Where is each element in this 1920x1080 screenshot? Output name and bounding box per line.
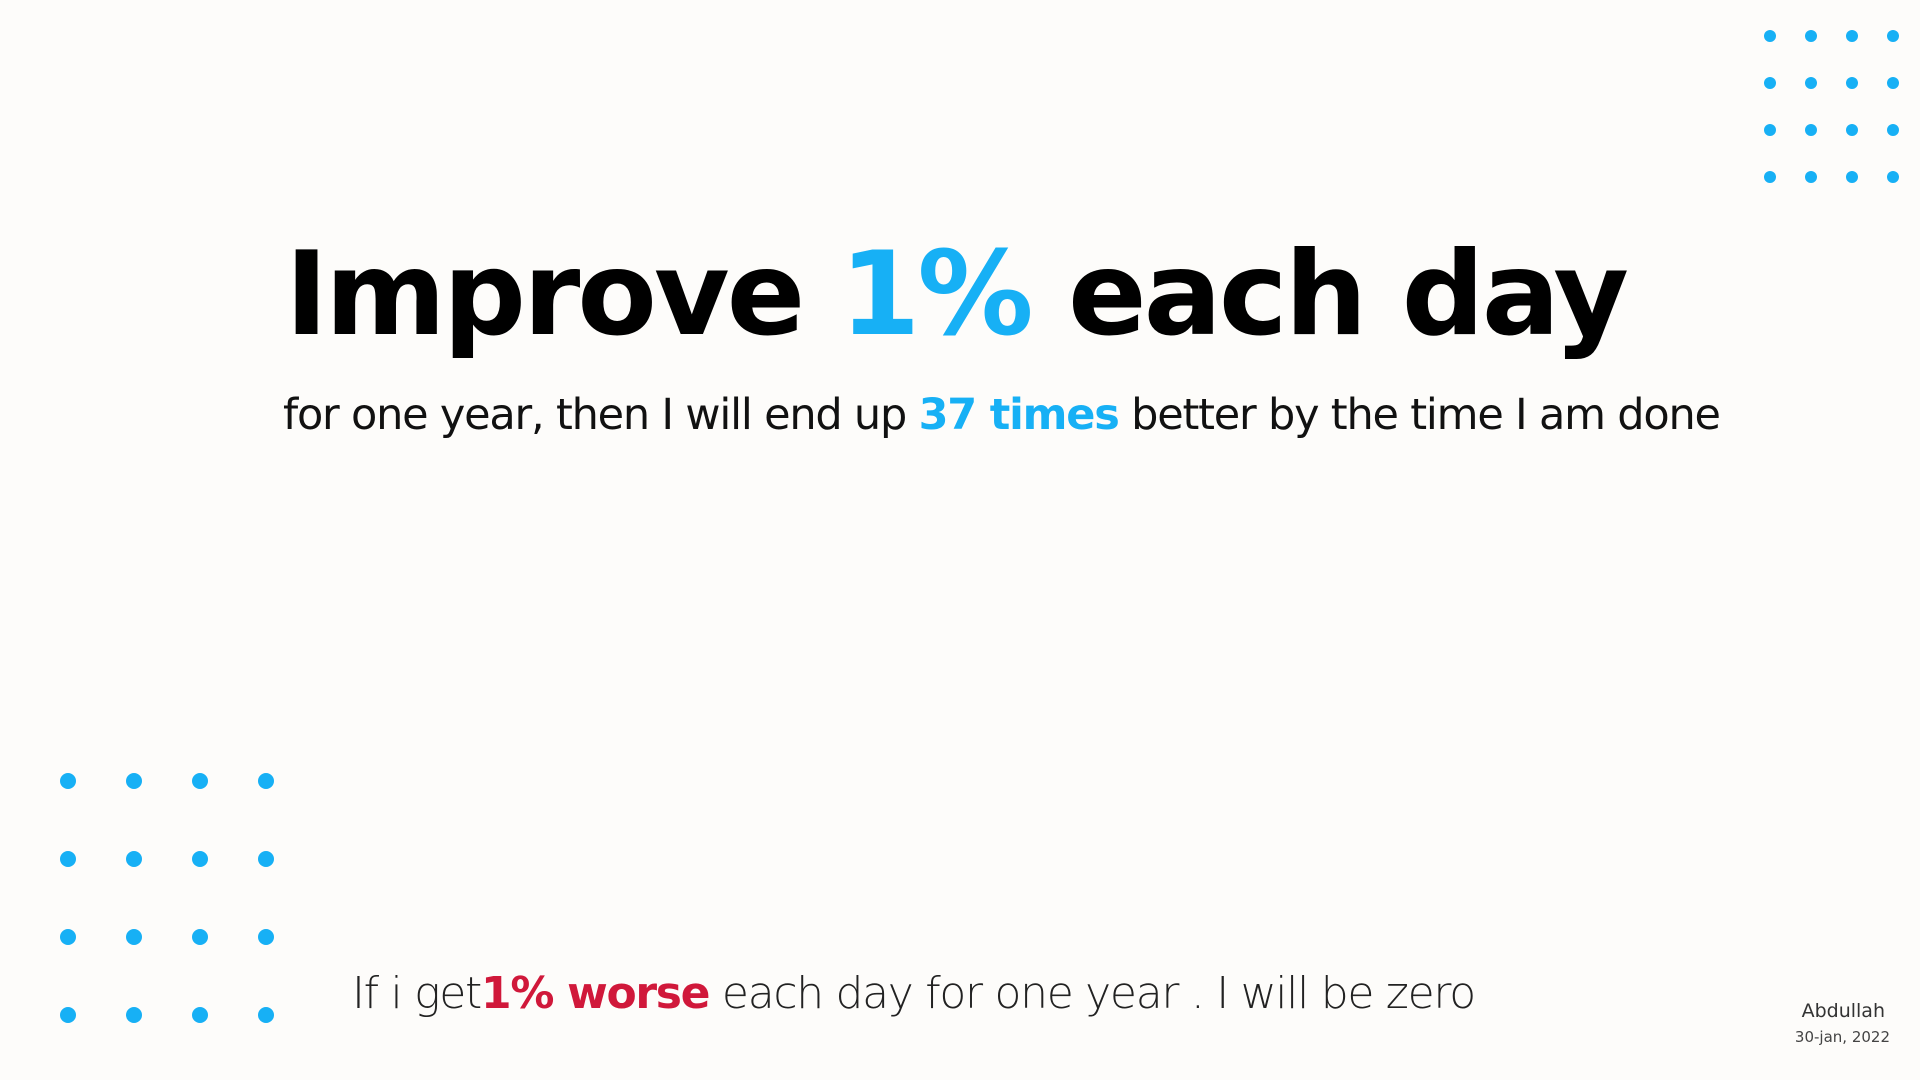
dot bbox=[1887, 124, 1899, 136]
dot bbox=[1805, 171, 1817, 183]
dot bbox=[1846, 124, 1858, 136]
subline-highlight: 37 times bbox=[918, 390, 1120, 440]
dot-grid-top-right bbox=[1764, 30, 1899, 183]
dot bbox=[1764, 124, 1776, 136]
dot bbox=[1887, 77, 1899, 89]
bottom-line-highlight: 1% worse bbox=[481, 968, 711, 1019]
dot bbox=[192, 851, 208, 867]
author-name: Abdullah bbox=[1801, 1000, 1885, 1022]
dot bbox=[1764, 171, 1776, 183]
dot bbox=[1887, 30, 1899, 42]
bottom-line-text-before: If i get bbox=[352, 968, 482, 1019]
dot bbox=[126, 1007, 142, 1023]
dot bbox=[60, 773, 76, 789]
dot bbox=[126, 851, 142, 867]
dot bbox=[192, 1007, 208, 1023]
subline-text-after: better by the time I am done bbox=[1118, 390, 1721, 440]
dot bbox=[1846, 77, 1858, 89]
dot-grid-bottom-left bbox=[60, 773, 274, 1023]
date-label: 30-jan, 2022 bbox=[1794, 1028, 1890, 1046]
dot bbox=[126, 773, 142, 789]
dot bbox=[1764, 77, 1776, 89]
dot bbox=[258, 929, 274, 945]
dot bbox=[258, 1007, 274, 1023]
dot bbox=[60, 1007, 76, 1023]
headline-text-after: each day bbox=[1030, 227, 1629, 362]
headline-text-before: Improve bbox=[285, 227, 840, 362]
subline-text-before: for one year, then I will end up bbox=[283, 390, 919, 440]
bottom-line: If i get1% worse each day for one year .… bbox=[352, 968, 1476, 1021]
dot bbox=[1846, 30, 1858, 42]
headline: Improve 1% each day bbox=[285, 225, 1629, 364]
dot bbox=[258, 851, 274, 867]
dot bbox=[1805, 124, 1817, 136]
dot bbox=[1764, 30, 1776, 42]
dot bbox=[1805, 77, 1817, 89]
dot bbox=[192, 773, 208, 789]
dot bbox=[126, 929, 142, 945]
bottom-line-text-after: each day for one year . I will be zero bbox=[709, 968, 1476, 1019]
dot bbox=[1887, 171, 1899, 183]
dot bbox=[60, 851, 76, 867]
dot bbox=[1846, 171, 1858, 183]
dot bbox=[1805, 30, 1817, 42]
dot bbox=[60, 929, 76, 945]
headline-highlight: 1% bbox=[839, 227, 1034, 362]
dot bbox=[192, 929, 208, 945]
dot bbox=[258, 773, 274, 789]
subline: for one year, then I will end up 37 time… bbox=[283, 390, 1721, 442]
